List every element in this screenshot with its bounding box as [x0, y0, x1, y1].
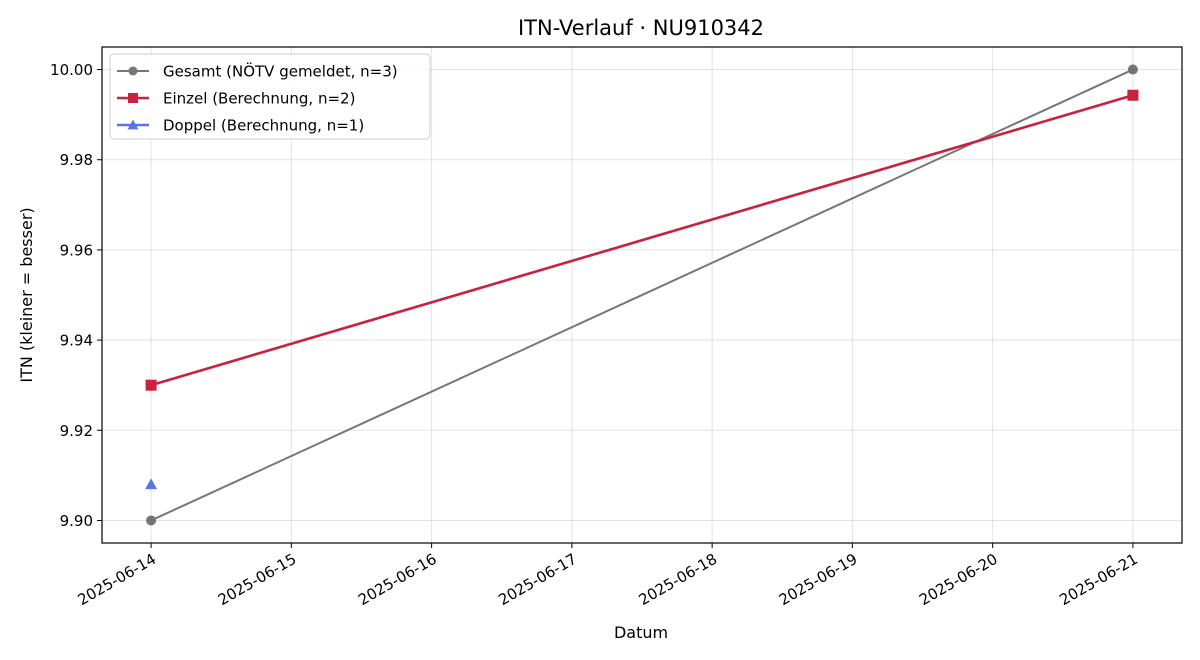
legend: Gesamt (NÖTV gemeldet, n=3) Einzel (Berec… — [109, 53, 431, 140]
chart-title: ITN-Verlauf · NU910342 — [518, 16, 764, 40]
y-tick-label: 9.98 — [60, 151, 93, 169]
x-tick-label: 2025-06-14 — [75, 550, 160, 609]
series-triangle — [145, 478, 158, 490]
legend-label: Gesamt (NÖTV gemeldet, n=3) — [163, 62, 398, 81]
legend-marker — [127, 119, 139, 130]
series-line — [150, 94, 1134, 387]
y-axis: 9.90 9.92 9.94 9.96 9.98 10.00 — [50, 61, 102, 530]
x-tick-label: 2025-06-18 — [636, 550, 721, 609]
x-tick-label: 2025-06-16 — [355, 550, 440, 609]
grid — [102, 47, 1182, 543]
legend-label: Einzel (Berechnung, n=2) — [163, 90, 355, 108]
y-tick-label: 9.94 — [60, 332, 93, 350]
y-tick-label: 10.00 — [50, 61, 93, 79]
legend-item — [117, 119, 149, 130]
data-point — [145, 379, 157, 391]
x-axis-title: Datum — [614, 623, 668, 642]
plot-area-frame — [101, 46, 1183, 544]
legend-marker — [128, 93, 138, 103]
y-axis-title: ITN (kleiner = besser) — [17, 207, 36, 382]
x-tick-label: 2025-06-20 — [916, 550, 1001, 609]
x-tick-label: 2025-06-19 — [776, 550, 861, 609]
x-axis: 2025-06-14 2025-06-15 2025-06-16 2025-06-17… — [75, 543, 1141, 609]
legend-label: Doppel (Berechnung, n=1) — [163, 117, 364, 135]
y-tick-label: 9.92 — [60, 422, 93, 440]
series-square — [145, 89, 1139, 391]
legend-item — [117, 66, 149, 76]
y-tick-label: 9.90 — [60, 512, 93, 530]
x-tick-label: 2025-06-21 — [1056, 550, 1141, 609]
data-point — [1127, 89, 1139, 101]
data-point — [145, 478, 158, 490]
legend-marker — [128, 66, 138, 76]
y-tick-label: 9.96 — [60, 241, 93, 259]
x-tick-label: 2025-06-15 — [215, 550, 300, 609]
data-point — [146, 515, 157, 526]
data-point — [1127, 64, 1138, 75]
x-tick-label: 2025-06-17 — [495, 550, 580, 609]
legend-item — [117, 93, 149, 103]
legend-box — [109, 53, 431, 140]
plot-series — [145, 64, 1139, 526]
